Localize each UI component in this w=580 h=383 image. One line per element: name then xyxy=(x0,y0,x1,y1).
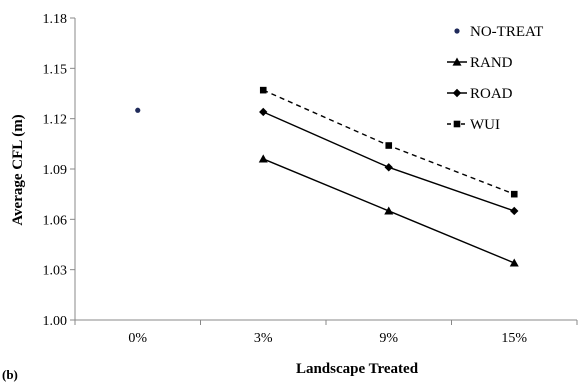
data-point-no-treat xyxy=(135,107,141,113)
data-point-rand xyxy=(258,154,268,163)
legend-marker-no-treat xyxy=(454,28,460,34)
y-tick-label: 1.18 xyxy=(43,12,68,27)
series-line-wui xyxy=(262,89,515,195)
y-tick-label: 1.12 xyxy=(43,113,68,128)
y-tick-label: 1.03 xyxy=(43,264,68,279)
legend-label-road: ROAD xyxy=(470,86,513,102)
data-point-road xyxy=(259,107,268,117)
legend-label-no-treat: NO-TREAT xyxy=(470,24,543,40)
y-axis-title: Average CFL (m) xyxy=(10,114,26,225)
legend: NO-TREAT RAND ROAD WUI xyxy=(447,24,543,133)
legend-marker-rand xyxy=(452,57,462,66)
legend-marker-road xyxy=(452,88,462,98)
legend-label-wui: WUI xyxy=(470,117,500,133)
data-point-wui xyxy=(510,190,518,198)
data-point-rand xyxy=(509,258,519,267)
data-point-road xyxy=(384,163,393,172)
x-tick-label: 9% xyxy=(379,331,398,346)
panel-label: (b) xyxy=(2,367,18,382)
legend-label-rand: RAND xyxy=(470,55,513,71)
x-tick-label: 15% xyxy=(501,331,527,346)
y-tick-label: 1.15 xyxy=(43,62,68,77)
x-axis-title: Landscape Treated xyxy=(296,361,419,377)
series-layer xyxy=(135,86,519,267)
x-tick-label: 3% xyxy=(254,331,273,346)
legend-marker-wui xyxy=(453,120,461,128)
data-point-wui xyxy=(385,142,393,149)
y-tick-label: 1.09 xyxy=(43,163,68,178)
y-tick-label: 1.06 xyxy=(43,213,68,228)
data-point-road xyxy=(510,206,519,216)
y-axis: 1.00 1.03 1.06 1.09 1.12 1.15 1.18 xyxy=(43,12,76,329)
x-axis: 0% 3% 9% 15% xyxy=(74,319,578,346)
data-point-rand xyxy=(384,206,394,215)
x-tick-label: 0% xyxy=(128,331,147,346)
data-point-wui xyxy=(259,86,267,94)
y-tick-label: 1.00 xyxy=(43,314,68,329)
